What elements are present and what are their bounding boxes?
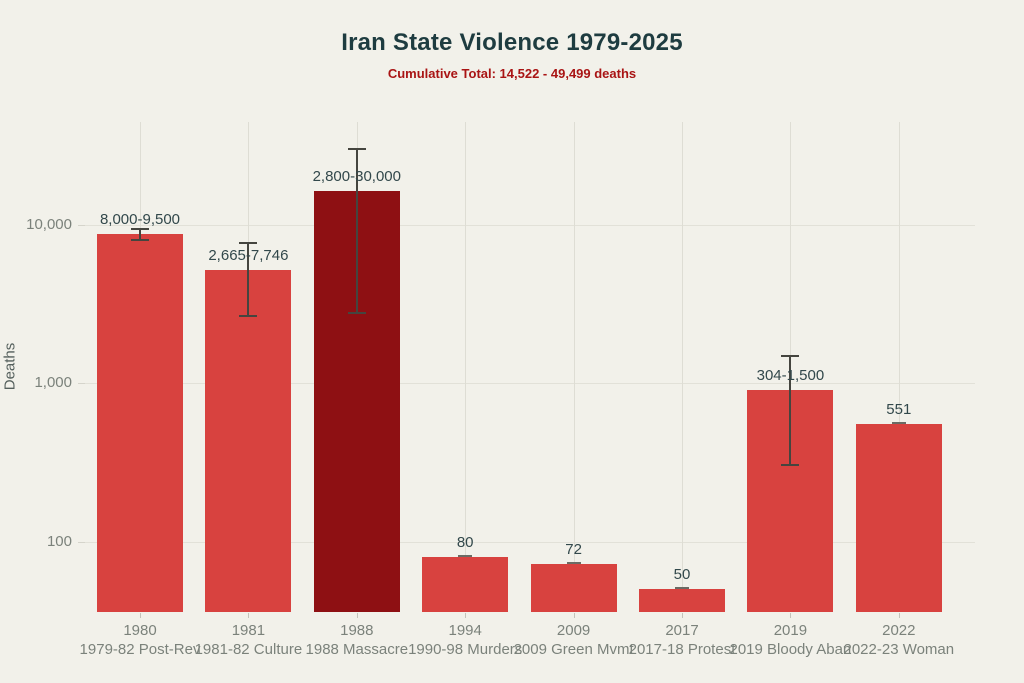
y-tick-label: 100 [46, 532, 72, 550]
x-tick-event: 1988 Massacre [305, 641, 409, 658]
y-gridline [85, 225, 975, 226]
error-bar-cap [891, 422, 906, 425]
x-gridline [465, 122, 467, 612]
error-bar-cap [239, 241, 258, 244]
x-gridline [898, 122, 900, 612]
bar-value-label: 50 [673, 566, 691, 584]
chart-title: Iran State Violence 1979-2025 [341, 29, 683, 56]
y-tick-mark [78, 225, 85, 226]
bar-1980 [97, 234, 183, 612]
error-bar-cap [131, 239, 149, 242]
x-tick-mark [465, 613, 467, 618]
y-tick-label: 1,000 [34, 374, 72, 392]
y-axis-title: Deaths [1, 342, 19, 391]
x-tick-mark [356, 613, 358, 618]
x-tick-year: 1988 [340, 622, 374, 639]
error-bar-cap [458, 555, 473, 558]
x-tick-mark [898, 613, 900, 618]
bar-2009 [530, 564, 617, 612]
error-bar-line [355, 149, 358, 313]
error-bar-cap [131, 227, 149, 230]
x-tick-event: 2022-23 Woman [843, 641, 955, 658]
error-bar-line [789, 355, 792, 466]
bar-value-label: 551 [886, 401, 912, 419]
x-tick-event: 2009 Green Mvmt [513, 641, 634, 658]
x-tick-year: 1981 [231, 622, 266, 639]
error-bar-cap [781, 464, 800, 467]
x-tick-event: 1990-98 Murders [408, 641, 523, 658]
x-tick-mark [248, 613, 250, 618]
x-tick-year: 1994 [448, 622, 482, 639]
error-bar-cap [347, 148, 366, 151]
bar-value-label: 72 [565, 541, 582, 559]
error-bar-cap [675, 587, 689, 590]
bar-1981 [205, 269, 292, 612]
bar-value-label: 80 [456, 534, 474, 552]
y-tick-label: 10,000 [26, 216, 72, 233]
bar-1994 [422, 557, 509, 612]
x-tick-year: 2009 [556, 622, 591, 639]
y-gridline [85, 383, 975, 385]
chart-subtitle: Cumulative Total: 14,522 - 49,499 deaths [387, 66, 637, 81]
x-tick-event: 1981-82 Culture [194, 641, 303, 658]
x-gridline [573, 122, 575, 612]
y-gridline [85, 541, 975, 543]
y-tick-mark [78, 541, 85, 543]
error-bar-cap [239, 314, 258, 317]
x-tick-mark [140, 613, 141, 618]
error-bar-cap [781, 354, 800, 357]
x-tick-event: 2019 Bloody Aban [729, 641, 852, 658]
x-tick-mark [573, 613, 575, 618]
bar-value-label: 8,000-9,500 [99, 211, 181, 229]
x-tick-event: 2017-18 Protest [628, 641, 736, 658]
x-tick-mark [682, 613, 683, 618]
x-tick-year: 2022 [882, 622, 916, 639]
bar-2017 [639, 589, 725, 612]
x-tick-event: 1979-82 Post-Rev [79, 641, 201, 658]
x-tick-year: 2019 [773, 622, 808, 639]
error-bar-cap [347, 311, 366, 314]
error-bar-cap [566, 562, 581, 565]
bar-value-label: 2,665-7,746 [208, 246, 289, 264]
x-gridline [682, 122, 683, 612]
bar-2022 [855, 424, 942, 612]
x-tick-year: 1980 [123, 622, 157, 639]
error-bar-line [139, 228, 141, 241]
error-bar-line [247, 242, 250, 316]
x-tick-mark [790, 613, 792, 618]
y-tick-mark [78, 383, 85, 385]
bar-value-label: 304-1,500 [756, 367, 825, 385]
x-tick-year: 2017 [665, 622, 699, 639]
bar-value-label: 2,800-30,000 [312, 167, 401, 185]
